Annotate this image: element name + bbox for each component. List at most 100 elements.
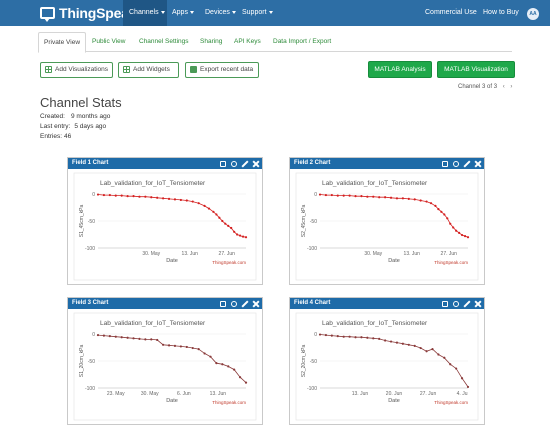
data-point — [108, 193, 111, 197]
external-link-icon[interactable] — [442, 300, 448, 307]
pencil-icon[interactable] — [464, 161, 470, 167]
data-point — [179, 198, 182, 202]
tab-api-keys[interactable]: API Keys — [234, 38, 261, 45]
data-point — [197, 202, 200, 205]
field-1-chart-title: Field 1 Chart — [72, 160, 109, 166]
stat-entries-value: 46 — [64, 133, 72, 140]
external-link-icon[interactable] — [220, 300, 226, 307]
data-point — [455, 367, 458, 370]
data-point — [407, 343, 410, 346]
close-icon[interactable] — [253, 301, 259, 307]
data-point — [132, 195, 135, 198]
external-link-icon[interactable] — [442, 160, 448, 167]
comment-icon[interactable] — [453, 300, 459, 307]
nav-channels[interactable]: Channels — [123, 0, 167, 26]
y-tick-label: 0 — [314, 192, 317, 198]
card-actions — [442, 298, 481, 309]
export-recent-data-button[interactable]: Export recent data — [185, 62, 259, 78]
nav-apps[interactable]: Apps — [172, 0, 194, 26]
comment-icon[interactable] — [231, 160, 237, 167]
stat-created: Created: 9 months ago — [40, 113, 110, 120]
data-point — [244, 236, 248, 239]
pencil-icon[interactable] — [242, 161, 248, 167]
card-actions — [220, 298, 259, 309]
field-4-chart-header: Field 4 Chart — [290, 298, 484, 309]
data-point — [197, 348, 200, 351]
nav-how-to-buy[interactable]: How to Buy — [483, 0, 519, 26]
external-link-icon[interactable] — [220, 160, 226, 167]
matlab-visualization-button[interactable]: MATLAB Visualization — [437, 61, 515, 78]
data-point — [401, 342, 404, 345]
field-4-chart: Lab_validation_for_IoT_Tensiometer 0 -50 -1… — [295, 312, 479, 421]
chart-frame — [295, 172, 479, 281]
data-point — [156, 196, 159, 199]
data-point — [102, 193, 106, 197]
user-avatar[interactable]: AA — [527, 8, 539, 20]
data-point — [401, 197, 404, 200]
data-point — [215, 213, 218, 216]
close-icon[interactable] — [475, 161, 481, 167]
pencil-icon[interactable] — [242, 301, 248, 307]
tab-public-view[interactable]: Public View — [92, 38, 126, 45]
y-axis-label: S1_20cm_kPa — [79, 345, 85, 378]
data-point — [150, 196, 153, 199]
data-point — [460, 233, 464, 237]
close-icon[interactable] — [475, 301, 481, 307]
data-point — [384, 339, 387, 342]
data-point — [395, 197, 399, 200]
data-point — [238, 234, 242, 237]
data-point — [366, 336, 369, 339]
x-tick-label: 27. Jun — [420, 391, 437, 397]
y-tick-label: -100 — [307, 386, 317, 392]
tab-data-import-export[interactable]: Data Import / Export — [273, 38, 332, 45]
tab-sharing[interactable]: Sharing — [200, 38, 223, 45]
stat-created-label: Created: — [40, 113, 65, 120]
data-point — [114, 335, 117, 338]
data-point — [138, 337, 141, 340]
nav-apps-label: Apps — [172, 9, 188, 16]
data-point — [244, 381, 248, 384]
add-visualizations-button[interactable]: Add Visualizations — [40, 62, 113, 78]
data-point — [185, 199, 188, 202]
data-point — [419, 346, 422, 350]
tab-channel-settings[interactable]: Channel Settings — [139, 38, 189, 45]
nav-commercial-use[interactable]: Commercial Use — [425, 0, 477, 26]
data-point — [389, 196, 393, 199]
data-point — [167, 197, 171, 200]
y-tick-label: -50 — [310, 359, 317, 365]
data-point — [372, 337, 375, 340]
chart-title: Lab_validation_for_IoT_Tensiometer — [322, 180, 428, 187]
chart-frame — [73, 172, 257, 281]
data-point — [443, 356, 446, 359]
field-2-chart-title: Field 2 Chart — [294, 160, 331, 166]
comment-icon[interactable] — [453, 160, 459, 167]
matlab-analysis-button[interactable]: MATLAB Analysis — [368, 61, 432, 78]
x-tick-label: 13. Jun — [404, 251, 421, 257]
data-point — [354, 195, 357, 198]
caret-down-icon — [160, 10, 165, 14]
data-point — [212, 210, 215, 213]
data-point — [126, 336, 129, 339]
field-3-chart-title: Field 3 Chart — [72, 300, 109, 306]
y-axis-label: S2_20cm_kPa — [301, 345, 307, 378]
pencil-icon[interactable] — [464, 301, 470, 307]
data-point — [221, 363, 224, 366]
nav-support[interactable]: Support — [242, 0, 273, 26]
card-actions — [220, 158, 259, 169]
comment-icon[interactable] — [231, 300, 237, 307]
chevron-left-icon[interactable]: ‹ — [502, 84, 505, 90]
add-widgets-button[interactable]: Add Widgets — [118, 62, 179, 78]
top-navbar: ThingSpeak ™ Channels Apps Devices Suppo… — [0, 0, 550, 26]
close-icon[interactable] — [253, 161, 259, 167]
data-point — [224, 222, 227, 225]
data-point — [318, 193, 322, 196]
data-point — [114, 194, 117, 197]
tab-private-view[interactable]: Private View — [38, 32, 87, 53]
data-point — [207, 207, 211, 210]
nav-devices[interactable]: Devices — [205, 0, 236, 26]
export-recent-data-label: Export recent data — [200, 66, 254, 73]
chevron-right-icon[interactable]: › — [510, 84, 513, 90]
x-tick-label: 13. Jun — [210, 391, 227, 397]
data-point — [203, 204, 206, 207]
stat-created-value: 9 months ago — [70, 113, 111, 120]
